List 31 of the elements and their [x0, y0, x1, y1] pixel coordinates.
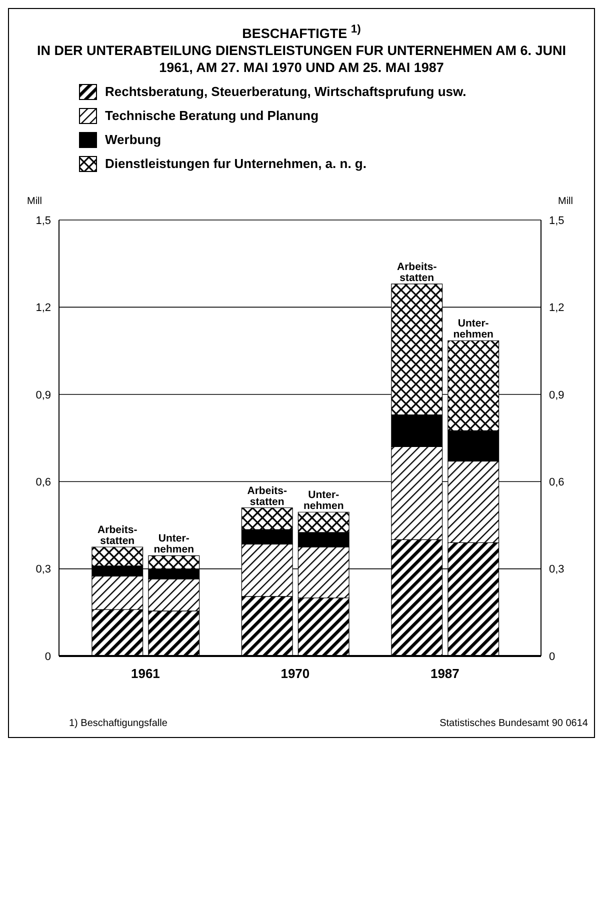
legend-label: Technische Beratung und Planung [105, 108, 319, 123]
y-axis-title: Mill [27, 196, 42, 206]
x-tick-label: Unter-nehmen [154, 532, 194, 556]
text: 1987 [429, 666, 460, 680]
text: 1961 [130, 666, 161, 680]
y2-tick-label: 1,2 [549, 302, 564, 314]
x-tick-label: Unter-nehmen [453, 317, 494, 340]
y2-tick-label: 0,6 [549, 476, 564, 488]
x-tick-label: Arbeits-statten [247, 484, 288, 508]
text: 1970 [280, 666, 311, 680]
legend-label: Werbung [105, 132, 162, 147]
legend-label: Dienstleistungen fur Unternehmen, a. n. g. [105, 156, 366, 171]
chart-title: BESCHAFTIGTE $^{1)}$ [242, 23, 361, 40]
y2-tick-label: 0,9 [549, 388, 564, 401]
chart-subtitle: IN DER UNTERABTEILUNG DIENSTLEISTUNGEN FUR UNTERNEHMEN AM 6. JUNI 1961, AM 27. MAI 1970 UND AM 25. MAI 1987 [36, 42, 566, 74]
x-tick-label: Arbeits-statten [98, 524, 138, 546]
y2-tick-label: 1,5 [549, 214, 564, 226]
x-tick-label: Unter-nehmen [303, 488, 344, 512]
y-tick-label: 0,3 [36, 563, 51, 576]
y-tick-label: 1,5 [36, 214, 51, 226]
legend-label: Rechtsberatung, Steuerberatung, Wirtschaftsprufung usw. [105, 84, 466, 99]
y-tick-label: 0,9 [36, 388, 51, 401]
y2-tick-label: 0,3 [549, 563, 564, 576]
y-tick-label: 1,2 [36, 302, 51, 314]
text: Statistisches Bundesamt 90 0614 [440, 718, 588, 728]
y2-tick-label: 0 [549, 650, 556, 662]
text: 1) Beschaftigungsfalle [69, 718, 168, 728]
y2-axis-title: Mill [558, 196, 573, 206]
y-tick-label: 0,6 [36, 476, 51, 488]
x-tick-label: Arbeits-statten [397, 260, 438, 284]
y-tick-label: 0 [44, 650, 51, 662]
